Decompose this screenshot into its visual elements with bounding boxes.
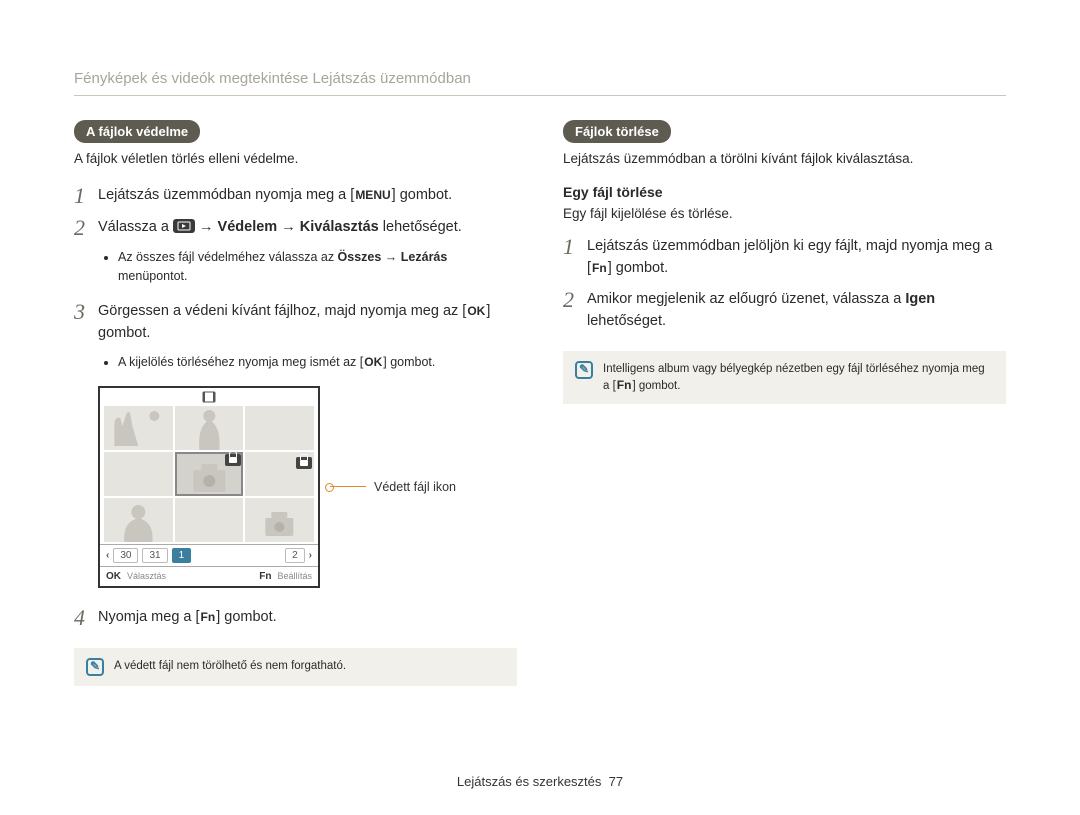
step-2: 2 Válassza a → Védelem → Kiválasztás leh…	[74, 216, 517, 240]
step-num: 2	[74, 216, 98, 240]
bullet-text: Az összes fájl védelméhez válassza az	[118, 250, 338, 264]
col-protect: A fájlok védelme A fájlok véletlen törlé…	[74, 120, 517, 686]
note-text: Intelligens album vagy bélyegkép nézetbe…	[603, 361, 994, 394]
ok-label: Választás	[127, 571, 166, 581]
cal-num: 30	[113, 548, 138, 563]
step-text: ] gombot.	[392, 187, 452, 203]
prev-arrow-icon: ‹	[106, 550, 109, 561]
footer-label: Lejátszás és szerkesztés	[457, 774, 602, 789]
step-4: 4 Nyomja meg a [Fn] gombot.	[74, 606, 517, 630]
note-box: ✎ Intelligens album vagy bélyegkép nézet…	[563, 351, 1006, 404]
bullets-2: Az összes fájl védelméhez válassza az Ös…	[104, 248, 517, 286]
step-num: 3	[74, 300, 98, 324]
step-text: Görgessen a védeni kívánt fájlhoz, majd …	[98, 303, 466, 319]
thumb-cell	[175, 498, 244, 542]
step-text: Amikor megjelenik az előugró üzenet, vál…	[587, 291, 905, 307]
bullet-text: A kijelölés törléséhez nyomja meg ismét …	[118, 355, 363, 369]
movie-icon	[202, 391, 216, 403]
step-text: ] gombot.	[216, 609, 276, 625]
cal-num-selected: 1	[172, 548, 192, 563]
note-part: ] gombot.	[632, 380, 680, 392]
arrow: →	[381, 250, 400, 264]
step-3: 3 Görgessen a védeni kívánt fájlhoz, maj…	[74, 300, 517, 345]
thumb-cell	[245, 498, 314, 542]
sub-heading: Egy fájl törlése	[563, 184, 1006, 200]
step-2r: 2 Amikor megjelenik az előugró üzenet, v…	[563, 288, 1006, 333]
ok-key: OK	[466, 304, 486, 318]
footer: Lejátszás és szerkesztés 77	[0, 774, 1080, 789]
note-box: ✎ A védett fájl nem törölhető és nem for…	[74, 648, 517, 686]
thumb-topbar	[100, 388, 318, 406]
playback-icon	[173, 219, 195, 233]
note-icon: ✎	[86, 658, 104, 676]
fn-label: Beállítás	[277, 571, 312, 581]
step-bold: Igen	[905, 291, 935, 307]
lock-icon	[225, 454, 241, 466]
thumb-illustration: ‹ 30 31 1 2 › OK Választás Fn Beállítás	[98, 386, 517, 588]
step-num: 4	[74, 606, 98, 630]
thumb-cell	[104, 406, 173, 450]
cal-num: 2	[285, 548, 305, 563]
protect-desc: A fájlok véletlen törlés elleni védelme.	[74, 151, 517, 166]
next-arrow-icon: ›	[309, 550, 312, 561]
callout-line	[330, 486, 366, 487]
breadcrumb: Fényképek és videók megtekintése Lejátsz…	[74, 70, 1006, 87]
sub-desc: Egy fájl kijelölése és törlése.	[563, 206, 1006, 221]
thumb-cell	[175, 406, 244, 450]
fn-key: Fn	[591, 261, 608, 275]
ok-key: OK	[106, 571, 121, 582]
thumb-cell	[245, 406, 314, 450]
bullet-text: menüpontot.	[118, 269, 188, 283]
arrow: →	[195, 219, 218, 235]
thumb-device: ‹ 30 31 1 2 › OK Választás Fn Beállítás	[98, 386, 320, 588]
thumb-grid	[100, 406, 318, 544]
step-1r: 1 Lejátszás üzemmódban jelöljön ki egy f…	[563, 235, 1006, 280]
step-1: 1 Lejátszás üzemmódban nyomja meg a [MEN…	[74, 184, 517, 208]
cal-num: 31	[142, 548, 167, 563]
note-text: A védett fájl nem törölhető és nem forga…	[114, 658, 346, 674]
bullet-bold: Lezárás	[401, 250, 448, 264]
delete-desc: Lejátszás üzemmódban a törölni kívánt fá…	[563, 151, 1006, 166]
thumb-cell	[104, 498, 173, 542]
bullet-text: ] gombot.	[383, 355, 435, 369]
fn-key: Fn	[259, 571, 271, 582]
step-text: lehetőséget.	[587, 313, 666, 329]
arrow: →	[277, 219, 300, 235]
fn-key: Fn	[616, 378, 633, 392]
thumb-bottom-row: OK Választás Fn Beállítás	[100, 566, 318, 586]
thumb-cell-selected	[175, 452, 244, 496]
lock-icon	[296, 457, 312, 469]
thumb-calendar-row: ‹ 30 31 1 2 ›	[100, 544, 318, 566]
step-text: ] gombot.	[608, 260, 668, 276]
fn-key: Fn	[200, 610, 217, 624]
step-num: 1	[74, 184, 98, 208]
step-text: Lejátszás üzemmódban nyomja meg a [	[98, 187, 354, 203]
thumb-cell	[245, 452, 314, 496]
col-delete: Fájlok törlése Lejátszás üzemmódban a tö…	[563, 120, 1006, 686]
pill-protect: A fájlok védelme	[74, 120, 200, 143]
step-text: Válassza a	[98, 219, 173, 235]
bullet-bold: Összes	[338, 250, 382, 264]
bullets-3: A kijelölés törléséhez nyomja meg ismét …	[104, 353, 517, 372]
step-bold: Védelem	[218, 219, 278, 235]
note-icon: ✎	[575, 361, 593, 379]
ok-key: OK	[363, 355, 383, 369]
thumb-cell	[104, 452, 173, 496]
pill-delete: Fájlok törlése	[563, 120, 671, 143]
step-text: lehetőséget.	[379, 219, 462, 235]
step-bold: Kiválasztás	[300, 219, 379, 235]
step-num: 2	[563, 288, 587, 312]
footer-page: 77	[609, 774, 623, 789]
divider	[74, 95, 1006, 96]
step-text: Nyomja meg a [	[98, 609, 200, 625]
menu-key: MENU	[354, 188, 391, 202]
callout-label: Védett fájl ikon	[374, 480, 456, 494]
callout: Védett fájl ikon	[330, 480, 456, 494]
step-num: 1	[563, 235, 587, 259]
